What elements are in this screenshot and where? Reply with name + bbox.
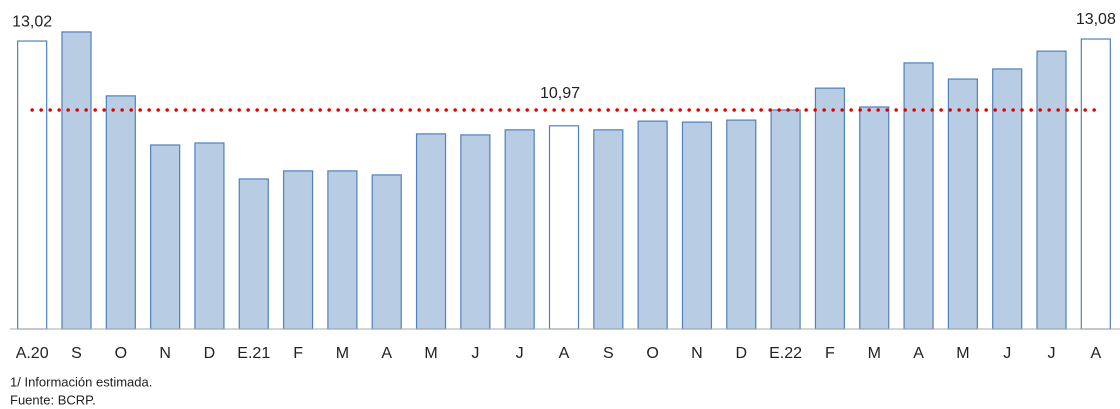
- bar: [327, 170, 358, 330]
- x-tick-label: O: [115, 345, 127, 362]
- bar: [371, 174, 402, 330]
- x-tick-label: A: [1091, 345, 1102, 362]
- bar: [1036, 50, 1067, 330]
- x-tick-label: A: [559, 345, 570, 362]
- bar: [903, 62, 934, 330]
- source-note: Fuente: BCRP.: [10, 392, 96, 407]
- bar: [17, 40, 48, 330]
- bar: [194, 142, 225, 330]
- bar: [726, 119, 757, 330]
- x-tick-label: J: [1048, 345, 1056, 362]
- bar: [504, 129, 535, 330]
- x-tick-label: O: [646, 345, 658, 362]
- x-tick-label: A: [913, 345, 924, 362]
- x-tick-label: J: [516, 345, 524, 362]
- value-label: 13,02: [12, 13, 52, 30]
- bar: [681, 121, 713, 330]
- x-tick-label: F: [825, 345, 835, 362]
- x-tick-label: M: [424, 345, 437, 362]
- footnote: 1/ Información estimada.: [10, 374, 152, 389]
- bar: [1080, 38, 1111, 330]
- bar: [460, 134, 491, 330]
- bar: [282, 170, 314, 330]
- reference-label: 10,97: [540, 85, 580, 102]
- bar: [637, 120, 668, 330]
- x-tick-label: D: [735, 345, 747, 362]
- x-tick-label: S: [603, 345, 614, 362]
- bar: [238, 178, 269, 330]
- value-label: 13,08: [1076, 11, 1116, 28]
- bar: [770, 109, 801, 330]
- x-tick-label: A.20: [16, 345, 49, 362]
- x-tick-label: D: [204, 345, 216, 362]
- x-tick-label: A: [381, 345, 392, 362]
- bar: [814, 87, 846, 330]
- x-tick-label: M: [868, 345, 881, 362]
- x-tick-label: M: [336, 345, 349, 362]
- x-tick-label: M: [956, 345, 969, 362]
- bar: [593, 129, 624, 330]
- x-tick-label: J: [1003, 345, 1011, 362]
- bar: [61, 31, 92, 330]
- x-tick-label: E.22: [769, 345, 802, 362]
- bar: [548, 125, 580, 330]
- bar: [415, 133, 447, 330]
- bar: [859, 106, 890, 330]
- bar: [992, 68, 1023, 330]
- bar: [947, 78, 978, 330]
- x-tick-label: F: [293, 345, 303, 362]
- bar: [105, 95, 136, 330]
- x-tick-label: E.21: [237, 345, 270, 362]
- x-tick-label: N: [691, 345, 703, 362]
- x-tick-label: J: [471, 345, 479, 362]
- x-tick-label: N: [159, 345, 171, 362]
- bar: [150, 144, 181, 330]
- x-tick-label: S: [71, 345, 82, 362]
